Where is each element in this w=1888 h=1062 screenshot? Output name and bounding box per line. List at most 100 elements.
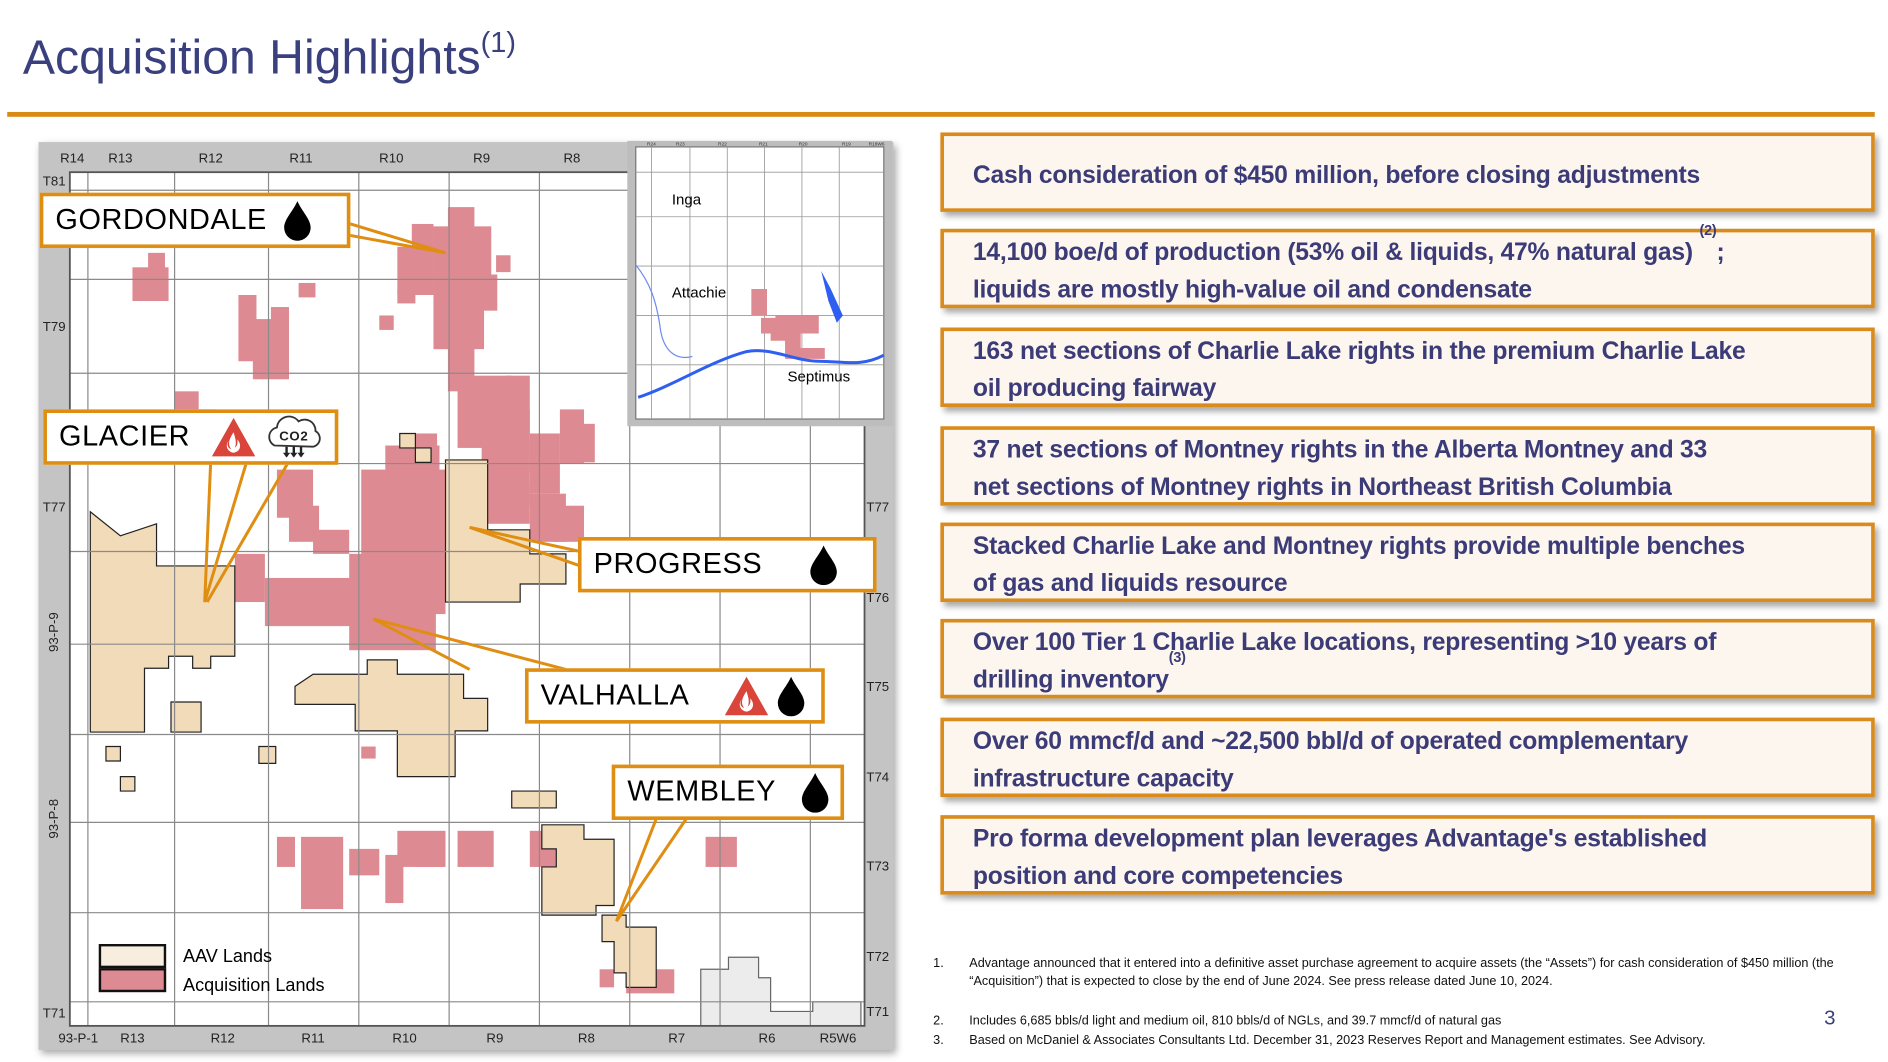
callout-pointer: [205, 460, 291, 603]
highlight-line: Stacked Charlie Lake and Montney rights …: [972, 532, 1745, 560]
acquisition-land-parcel: [385, 854, 404, 904]
acquisition-land-parcel: [397, 246, 434, 295]
aav-land-parcel: [541, 824, 615, 916]
highlight-box: Pro forma development plan leverages Adv…: [940, 815, 1875, 895]
range-label-bottom: R9: [486, 1031, 503, 1046]
callout-gordondale: GORDONDALE: [39, 192, 351, 249]
inset-range-label: R23: [676, 142, 685, 148]
inset-place-label: Inga: [672, 192, 702, 209]
inset-range-label: R20: [799, 142, 808, 148]
acquisition-land-parcel: [599, 969, 615, 988]
acquisition-land-parcel: [349, 553, 436, 651]
aav-land-parcel: [399, 432, 417, 449]
svg-text:CO2: CO2: [279, 429, 308, 444]
highlight-line: 14,100 boe/d of production (53% oil & li…: [972, 221, 1725, 267]
inset-river: [637, 349, 885, 399]
acquisition-land-parcel: [553, 505, 584, 542]
township-label-left: 93-P-8: [46, 799, 61, 839]
acquisition-land-parcel: [496, 255, 511, 273]
legend-label-aav: AAV Lands: [183, 946, 273, 967]
acquisition-land-parcel: [132, 267, 169, 302]
acquisition-land-parcel: [270, 307, 289, 374]
range-label-bottom: R8: [578, 1031, 595, 1046]
highlight-line: liquids are mostly high-value oil and co…: [972, 275, 1532, 304]
range-label-bottom: 93-P-1: [58, 1031, 98, 1046]
range-label-top: R13: [108, 151, 132, 166]
gas-flame-icon: [724, 676, 769, 716]
inset-range-label: R18W6: [869, 142, 885, 148]
callout-label: GLACIER: [58, 420, 191, 453]
highlight-box: Cash consideration of $450 million, befo…: [940, 132, 1875, 212]
township-label-left: T77: [43, 500, 66, 515]
highlight-box: 163 net sections of Charlie Lake rights …: [940, 327, 1875, 407]
inset-range-label: R22: [718, 142, 727, 148]
acquisition-land-parcel: [276, 836, 295, 867]
acquisition-land-parcel: [234, 553, 265, 603]
highlight-line: Pro forma development plan leverages Adv…: [972, 824, 1707, 853]
title-divider: [7, 111, 1875, 117]
acquisition-land-parcel: [349, 848, 380, 876]
page-title: Acquisition Highlights(1): [23, 26, 516, 85]
callout-valhalla: VALHALLA: [524, 668, 825, 724]
legend-swatch-acquisition: [98, 968, 167, 993]
inset-range-label: R21: [759, 142, 768, 148]
range-label-bottom: R6: [759, 1031, 776, 1046]
township-label-left: 93-P-9: [46, 612, 61, 652]
callout-glacier: GLACIER CO2: [43, 409, 339, 465]
range-label-bottom: R13: [120, 1031, 144, 1046]
legend-label-acquisition: Acquisition Lands: [183, 975, 325, 996]
map-border: [68, 171, 866, 1027]
inset-background: [635, 146, 885, 420]
oil-drop-icon: [810, 545, 837, 586]
acquisition-land-parcel: [313, 529, 350, 554]
title-footnote-ref: (1): [480, 26, 517, 59]
page-number: 3: [1824, 1006, 1836, 1030]
inset-acquisition: [770, 333, 825, 359]
aav-land-parcel: [105, 745, 122, 762]
callout-pointer: [615, 817, 688, 922]
range-label-bottom: R5W6: [820, 1031, 857, 1046]
acquisition-land-parcel: [264, 577, 352, 627]
acquisition-land-parcel: [361, 746, 376, 759]
range-label-top: R10: [379, 151, 403, 166]
acquisition-land-parcel: [415, 433, 438, 451]
highlight-box: Over 60 mmcf/d and ~22,500 bbl/d of oper…: [940, 717, 1875, 798]
township-label-right: T75: [866, 679, 889, 694]
inset-lake: [821, 270, 843, 323]
inset-map: Inga Attachie Septimus R24 R23 R22 R21 R20 R19 R1…: [627, 140, 893, 427]
range-label-bottom: R12: [211, 1031, 235, 1046]
aav-land-parcel: [170, 701, 202, 733]
oil-drop-icon: [801, 773, 829, 813]
highlight-line: 163 net sections of Charlie Lake rights …: [972, 337, 1746, 365]
range-label-top: R14: [60, 151, 84, 166]
callout-label: GORDONDALE: [55, 203, 267, 236]
range-label-top: R8: [563, 151, 580, 166]
acquisition-land-parcel: [577, 423, 595, 463]
highlight-box: 37 net sections of Montney rights in the…: [940, 426, 1875, 506]
acquisition-land-parcel: [379, 315, 394, 330]
township-label-right: T77: [866, 500, 889, 515]
highlight-box: Over 100 Tier 1 Charlie Lake locations, …: [940, 618, 1875, 699]
acquisition-land-parcel: [415, 848, 440, 867]
callout-label: VALHALLA: [540, 679, 690, 712]
highlight-line: 37 net sections of Montney rights in the…: [972, 435, 1708, 464]
aav-land-parcel: [444, 459, 567, 603]
callout-label: PROGRESS: [593, 547, 763, 581]
highlight-line: of gas and liquids resource: [972, 569, 1288, 598]
acquisition-land-parcel: [301, 836, 344, 910]
highlight-line: infrastructure capacity: [972, 764, 1234, 793]
callout-pointer: [203, 460, 249, 603]
legend-swatch-aav: [98, 943, 167, 969]
acquisition-land-parcel: [174, 391, 199, 410]
callout-label: WEMBLEY: [627, 775, 777, 808]
aav-land-parcel: [258, 745, 277, 764]
township-label-left: T71: [43, 1005, 66, 1020]
aav-land-parcel: [119, 776, 136, 792]
callout-progress: PROGRESS: [577, 537, 877, 593]
township-label-left: T79: [43, 319, 66, 334]
highlight-box: Stacked Charlie Lake and Montney rights …: [940, 522, 1875, 603]
acquisition-land-parcel: [457, 830, 494, 867]
highlight-line: Over 100 Tier 1 Charlie Lake locations, …: [972, 628, 1717, 657]
